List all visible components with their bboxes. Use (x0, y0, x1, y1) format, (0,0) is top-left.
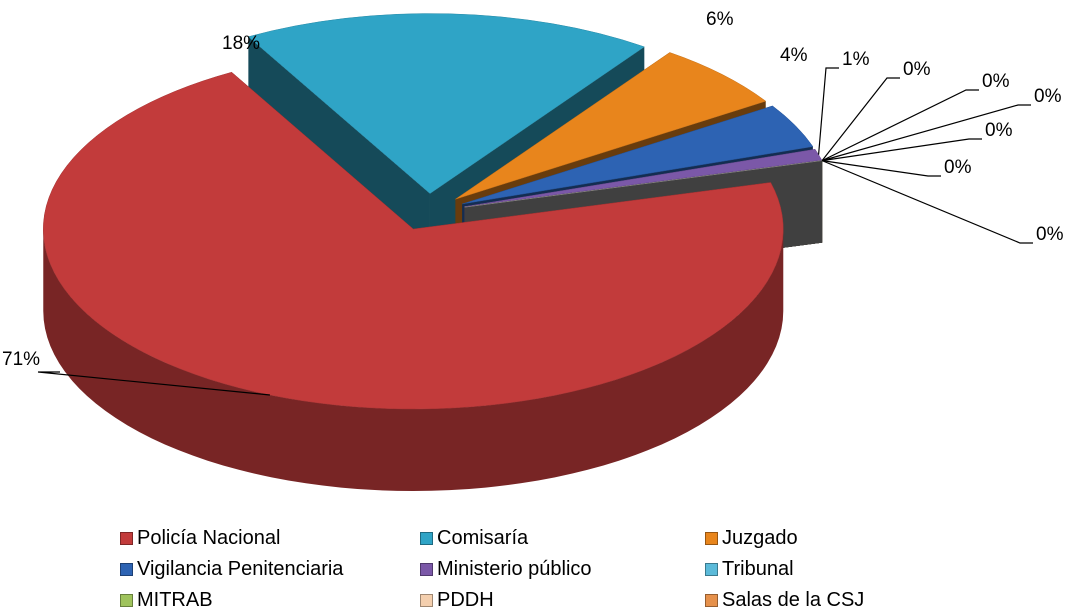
legend-item: Comisaría (420, 527, 528, 549)
leader-line (817, 67, 839, 155)
data-label: 0% (1036, 224, 1064, 245)
legend-label: Juzgado (722, 527, 798, 549)
legend-swatch (420, 593, 433, 607)
legend-label: Vigilancia Penitenciaria (137, 558, 344, 580)
leader-line (821, 104, 1031, 162)
leader-line (821, 77, 900, 161)
legend-label: Ministerio público (437, 558, 592, 580)
data-label: 0% (1034, 86, 1062, 107)
leader-line (822, 138, 982, 162)
legend-swatch (705, 593, 718, 607)
leader-line (821, 89, 979, 162)
slice-top (247, 13, 645, 194)
slice-side (43, 229, 784, 492)
legend-swatch (120, 562, 133, 576)
slice-top (43, 71, 784, 410)
legend-item: Juzgado (705, 527, 798, 549)
leader-line (821, 160, 1033, 244)
legend-item: Policía Nacional (120, 527, 280, 549)
legend-label: MITRAB (137, 589, 213, 611)
legend-item: Salas de la CSJ (705, 589, 864, 611)
legend-swatch (705, 562, 718, 576)
data-label: 6% (706, 9, 734, 30)
legend-item: Tribunal (705, 558, 794, 580)
legend-item: MITRAB (120, 589, 213, 611)
data-label: 0% (982, 71, 1010, 92)
legend-label: Tribunal (722, 558, 794, 580)
legend-swatch (120, 531, 133, 545)
legend-item: Vigilancia Penitenciaria (120, 558, 343, 580)
legend-swatch (120, 593, 133, 607)
data-label: 0% (944, 157, 972, 178)
data-label: 0% (903, 59, 931, 80)
data-label: 18% (222, 33, 260, 54)
legend-label: Salas de la CSJ (722, 589, 865, 611)
legend-label: Policía Nacional (137, 527, 281, 549)
leader-line (37, 371, 270, 396)
legend-item: Ministerio público (420, 558, 592, 580)
legend-swatch (705, 531, 718, 545)
legend-item: PDDH (420, 589, 494, 611)
slice-top (455, 52, 767, 200)
legend-swatch (420, 562, 433, 576)
data-label: 71% (2, 349, 40, 370)
data-label: 4% (780, 45, 808, 66)
legend-label: Comisaría (437, 527, 529, 549)
legend-label: PDDH (437, 589, 494, 611)
slice-top (462, 105, 814, 205)
legend-swatch (420, 531, 433, 545)
data-label: 1% (842, 49, 870, 70)
leader-line (822, 160, 941, 177)
data-label: 0% (985, 120, 1013, 141)
slice (43, 71, 784, 492)
